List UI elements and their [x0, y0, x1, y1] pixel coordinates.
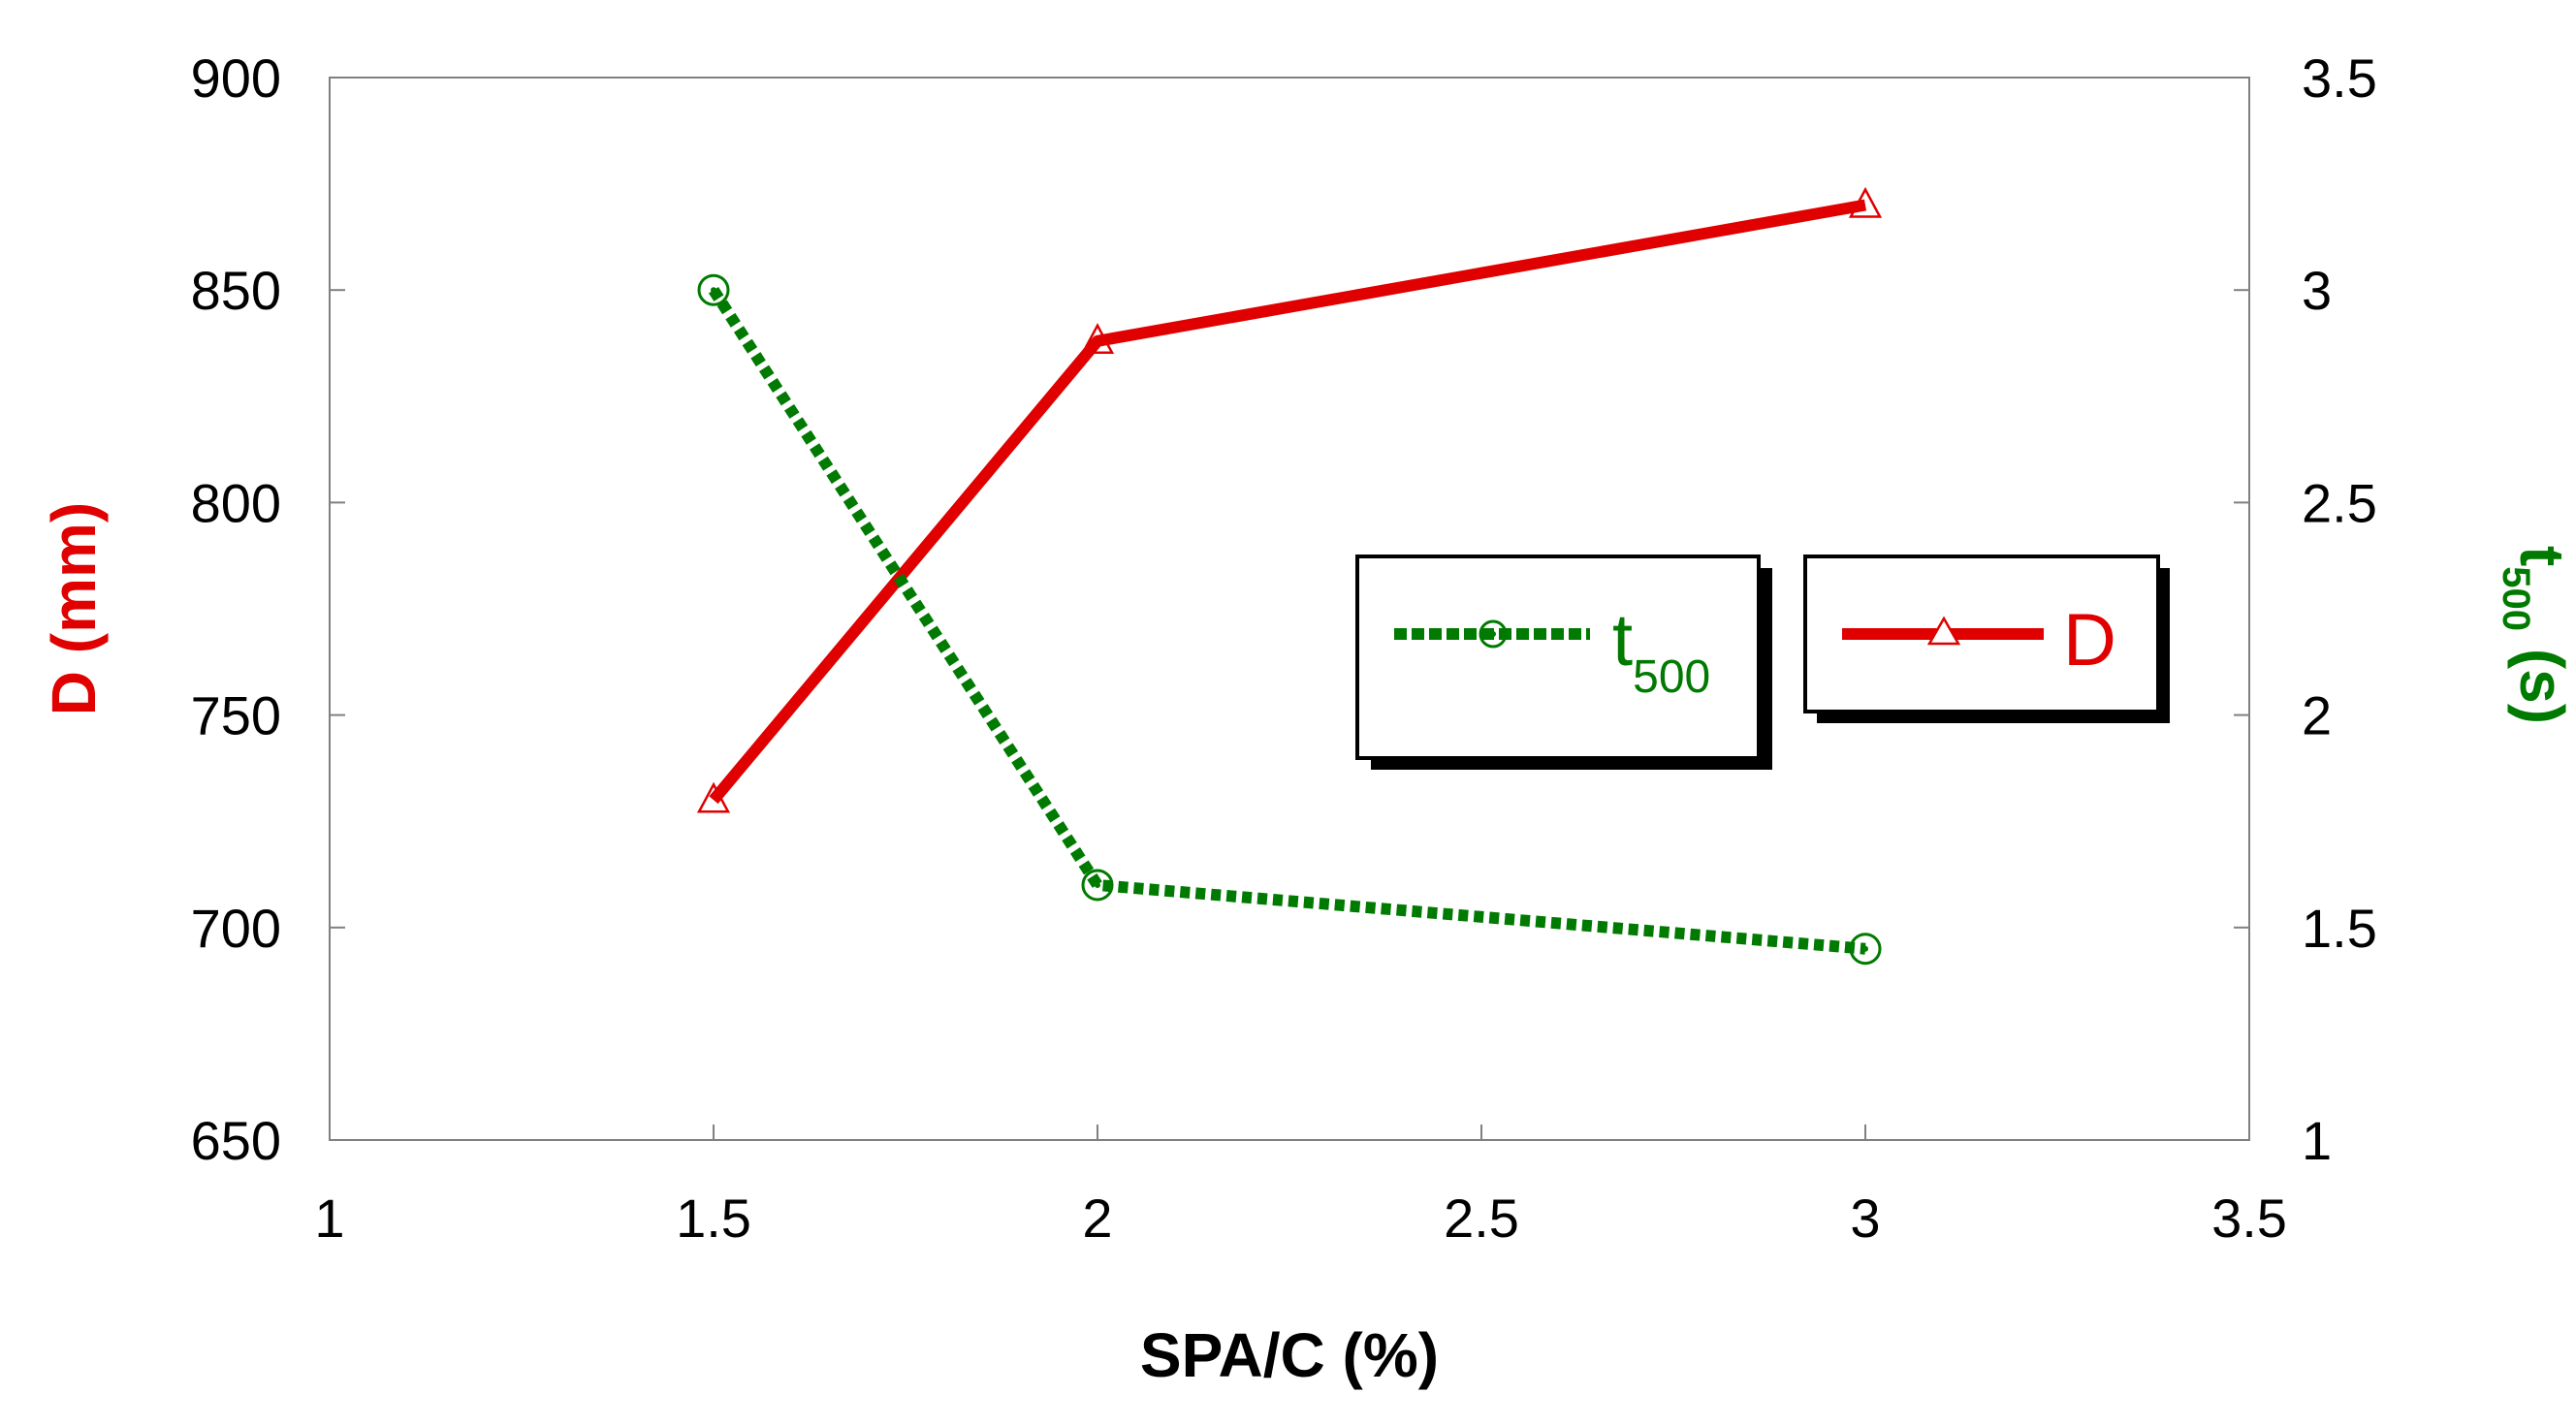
legend-d-marker	[1926, 616, 1961, 646]
y-left-tick-label: 850	[191, 260, 281, 321]
series-layer	[696, 186, 1883, 966]
y-right-tick-label: 2.5	[2302, 472, 2377, 533]
legend-d-label: D	[2063, 599, 2116, 681]
legend-t500: t500	[1355, 555, 1772, 770]
legend-t500-label: t500	[1612, 599, 1710, 703]
y-left-tick-label: 750	[191, 685, 281, 746]
x-tick-label: 3	[1850, 1188, 1880, 1249]
y-right-title-sub: 500	[2495, 566, 2537, 631]
data-point-t500	[1849, 933, 1882, 966]
legend-t500-marker	[1479, 619, 1508, 649]
legend-d: D	[1803, 555, 2170, 723]
y-right-axis-title: t500 (s)	[2495, 546, 2576, 724]
y-right-title-unit: (s)	[2507, 631, 2576, 724]
y-right-title-main: t	[2507, 546, 2576, 566]
x-tick-label: 3.5	[2211, 1188, 2287, 1249]
x-tick-label: 1	[314, 1188, 344, 1249]
data-point-t500	[1081, 869, 1114, 902]
legend-t500-label-sub: 500	[1633, 651, 1710, 703]
y-right-axis-ticks: 1 1.5 2 2.5 3 3.5	[2234, 48, 2377, 1171]
x-tick-label: 1.5	[676, 1188, 751, 1249]
y-right-tick-label: 2	[2302, 685, 2332, 746]
plot-frame	[329, 77, 2250, 1141]
data-point-t500-center	[1862, 945, 1868, 952]
svg-text:t500 (s): t500 (s)	[2495, 546, 2576, 724]
y-left-tick-label: 700	[191, 898, 281, 959]
data-point-t500	[697, 273, 730, 306]
x-tick-label: 2	[1082, 1188, 1112, 1249]
x-tick-label: 2.5	[1444, 1188, 1519, 1249]
y-right-tick-label: 3.5	[2302, 48, 2377, 109]
y-left-axis-ticks: 650 700 750 800 850 900	[191, 48, 345, 1171]
data-point-d	[1080, 323, 1115, 355]
series-line-t500	[708, 286, 1866, 955]
data-point-d	[696, 781, 731, 813]
data-point-t500-center	[1095, 881, 1100, 888]
y-left-axis-title: D (mm)	[39, 502, 109, 715]
data-point-t500-center	[711, 287, 716, 294]
data-point-d	[1848, 186, 1883, 218]
y-left-tick-label: 800	[191, 472, 281, 533]
y-left-tick-label: 650	[191, 1110, 281, 1171]
y-right-tick-label: 1	[2302, 1110, 2332, 1171]
legend-t500-marker-dot	[1490, 631, 1496, 637]
y-right-tick-label: 3	[2302, 260, 2332, 321]
y-left-tick-label: 900	[191, 48, 281, 109]
y-right-tick-label: 1.5	[2302, 898, 2377, 959]
x-axis-title: SPA/C (%)	[1140, 1320, 1439, 1390]
x-axis-ticks: 1 1.5 2 2.5 3 3.5	[314, 1125, 2287, 1249]
legend-t500-box	[1355, 555, 1761, 760]
legend-t500-label-main: t	[1612, 599, 1633, 681]
series-line-d	[709, 199, 1867, 805]
